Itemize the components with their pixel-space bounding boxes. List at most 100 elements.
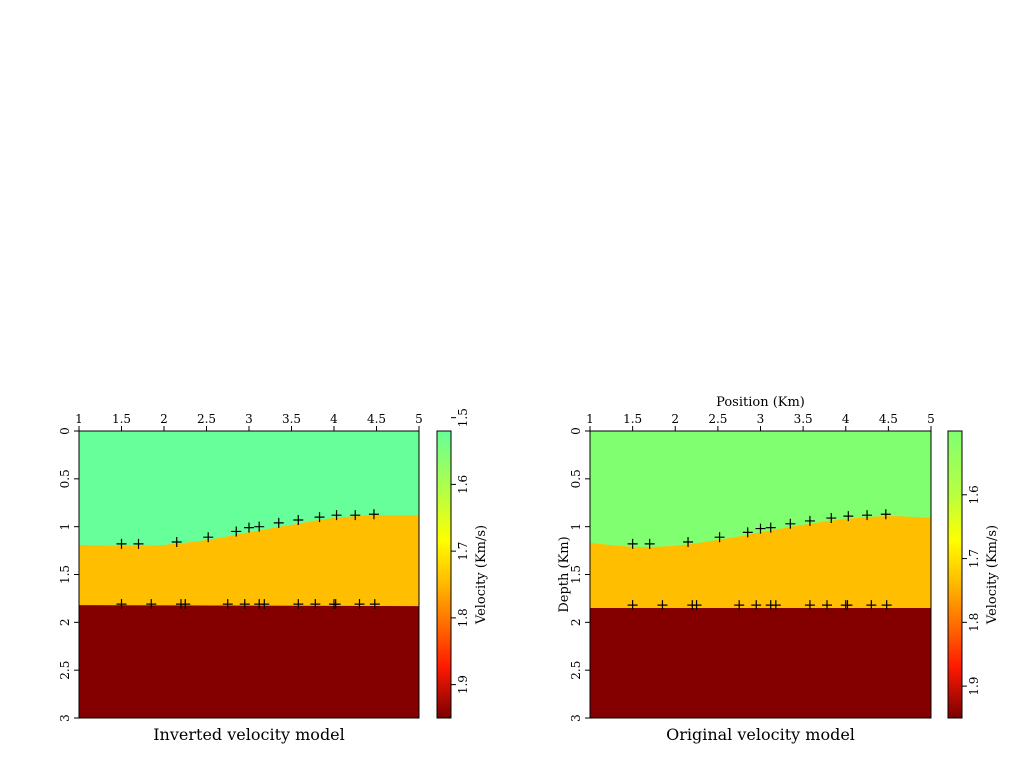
marker-upper (254, 521, 265, 532)
velocity-image (590, 431, 931, 718)
marker-lower (116, 599, 127, 610)
marker-lower (881, 600, 892, 611)
colorbar (947, 430, 963, 719)
y-tick-label: 0 (569, 427, 583, 435)
colorbar-tick-label: 1.6 (456, 475, 470, 494)
x-tick-label: 2 (671, 412, 679, 426)
marker-lower (770, 600, 781, 611)
y-tick-label: 0.5 (569, 469, 583, 488)
colorbar-tick-label: 1.8 (456, 608, 470, 627)
marker-lower (657, 600, 668, 611)
marker-lower (804, 600, 815, 611)
x-tick-label: 1.5 (112, 412, 131, 426)
marker-lower (821, 600, 832, 611)
marker-lower (180, 599, 191, 610)
colorbar-label: Velocity (Km/s) (985, 525, 1000, 625)
chart-panel-2: 1 1.5 2 2.5 3 3.5 4 4.5 5 0 0.5 1 1.5 2 2.5 3 Position (… (557, 395, 1000, 744)
x-tick-label: 1 (75, 412, 83, 426)
marker-upper (627, 538, 638, 549)
y-tick-label: 2.5 (58, 661, 72, 680)
colorbar-tick-label: 1.5 (456, 408, 470, 427)
y-tick-label: 1.5 (569, 565, 583, 584)
marker-lower (259, 599, 270, 610)
x-tick-label: 4.5 (879, 412, 898, 426)
colorbar-label: Velocity (Km/s) (474, 525, 489, 625)
colorbar (436, 430, 452, 719)
y-tick-label: 2 (569, 619, 583, 627)
x-tick-label: 4 (330, 412, 338, 426)
marker-upper (644, 538, 655, 549)
marker-upper (368, 509, 379, 520)
marker-lower (842, 600, 853, 611)
colorbar-tick-label: 1.7 (456, 542, 470, 561)
y-tick-label: 3 (569, 714, 583, 722)
marker-lower (369, 599, 380, 610)
y-tick-label: 1 (58, 523, 72, 531)
marker-lower (222, 599, 233, 610)
y-tick-label: 1 (569, 523, 583, 531)
y-tick-label: 2 (58, 619, 72, 627)
x-tick-label: 5 (415, 412, 423, 426)
marker-upper (843, 511, 854, 522)
x-tick-label: 3.5 (794, 412, 813, 426)
x-tick-label: 3.5 (282, 412, 301, 426)
marker-lower (734, 600, 745, 611)
marker-upper (755, 523, 766, 534)
marker-upper (350, 510, 361, 521)
marker-lower (866, 600, 877, 611)
y-tick-label: 1.5 (58, 565, 72, 584)
layer-1-fill (79, 431, 419, 546)
colorbar-tick-label: 1.9 (967, 677, 981, 696)
marker-upper (862, 510, 873, 521)
x-tick-label: 1 (586, 412, 594, 426)
y-axis-label: Depth (Km) (557, 536, 572, 612)
chart-panel-1: 1 1.5 2 2.5 3 3.5 4 4.5 5 0 0.5 1 1.5 2 2.5 3 Inverted v… (58, 408, 489, 744)
marker-upper (244, 522, 254, 533)
marker-lower (239, 599, 250, 610)
marker-upper (331, 510, 342, 521)
chart-title: Original velocity model (666, 725, 855, 744)
marker-upper (804, 515, 815, 526)
marker-upper (683, 536, 694, 547)
x-tick-label: 2.5 (708, 412, 727, 426)
marker-upper (171, 536, 182, 547)
y-tick-label: 0.5 (58, 469, 72, 488)
marker-lower (751, 600, 762, 611)
x-axis-label: Position (Km) (716, 395, 805, 410)
marker-lower (293, 599, 304, 610)
x-tick-label: 2 (160, 412, 168, 426)
marker-lower (691, 600, 702, 611)
marker-upper (116, 538, 127, 549)
colorbar-tick-label: 1.8 (967, 613, 981, 632)
marker-lower (146, 599, 157, 610)
x-tick-label: 5 (927, 412, 935, 426)
marker-upper (785, 518, 796, 529)
marker-upper (203, 532, 214, 543)
x-tick-label: 1.5 (623, 412, 642, 426)
x-tick-label: 4.5 (367, 412, 386, 426)
marker-upper (314, 512, 325, 523)
marker-lower (627, 600, 638, 611)
x-tick-label: 3 (245, 412, 253, 426)
velocity-image (79, 431, 419, 718)
marker-upper (293, 514, 304, 525)
colorbar-tick-label: 1.7 (967, 549, 981, 568)
marker-lower (330, 599, 341, 610)
marker-upper (714, 532, 725, 543)
marker-upper (826, 513, 837, 524)
marker-lower (310, 599, 321, 610)
marker-upper (133, 538, 144, 549)
marker-upper (742, 527, 753, 538)
x-tick-label: 4 (842, 412, 850, 426)
marker-upper (231, 526, 242, 537)
marker-lower (354, 599, 365, 610)
colorbar-tick-label: 1.9 (456, 675, 470, 694)
chart-title: Inverted velocity model (153, 725, 345, 744)
y-tick-label: 0 (58, 427, 72, 435)
y-tick-label: 3 (58, 714, 72, 722)
layer-1-fill (590, 431, 931, 547)
x-tick-label: 3 (757, 412, 765, 426)
y-tick-label: 2.5 (569, 661, 583, 680)
colorbar-tick-label: 1.6 (967, 485, 981, 504)
